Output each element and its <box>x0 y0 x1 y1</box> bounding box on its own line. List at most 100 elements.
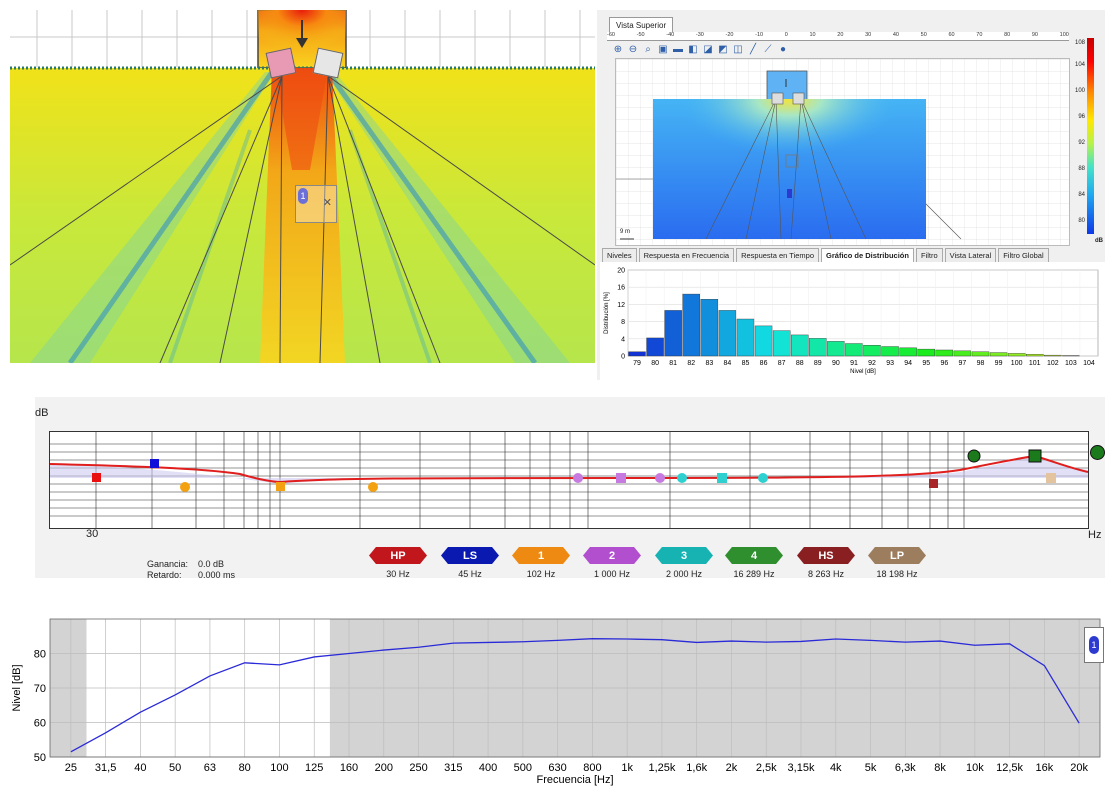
eq-hz-label: Hz <box>1088 529 1101 541</box>
sound-field-map[interactable]: 1 ✕ <box>10 10 595 363</box>
histogram-bar <box>918 349 935 356</box>
analysis-tabs: Niveles Respuesta en Frecuencia Respuest… <box>602 248 1102 263</box>
color-tick: 96 <box>1078 114 1085 120</box>
wall-door-icon[interactable]: ◫ <box>732 43 744 55</box>
x-tick-label: 86 <box>760 360 768 367</box>
color-tick: 84 <box>1078 192 1085 198</box>
mic-badge[interactable]: 1 <box>1084 627 1104 663</box>
histogram-bar <box>990 353 1007 356</box>
frame-icon[interactable]: ▣ <box>657 43 669 55</box>
ruler-label: 30 <box>865 32 871 40</box>
tab-filtro-global[interactable]: Filtro Global <box>998 248 1048 262</box>
histogram-bar <box>827 341 844 356</box>
measure-icon[interactable]: ⟋ <box>762 43 774 55</box>
filter-2-button[interactable]: 2 <box>583 547 641 564</box>
tab-respuesta-tiempo[interactable]: Respuesta en Tiempo <box>736 248 819 262</box>
x-tick-label: 10k <box>966 762 984 774</box>
close-icon[interactable]: ✕ <box>323 196 332 209</box>
y-tick-label: 60 <box>34 718 46 730</box>
ruler-label: 60 <box>948 32 954 40</box>
histogram-bar <box>845 344 862 356</box>
tab-grafico-distribucion[interactable]: Gráfico de Distribución <box>821 248 914 262</box>
color-tick: 80 <box>1078 218 1085 224</box>
filter-ls-freq: 45 Hz <box>435 569 505 579</box>
x-tick-label: 99 <box>995 360 1003 367</box>
filter-lp-button[interactable]: LP <box>868 547 926 564</box>
top-view-simulation[interactable]: 9 m <box>615 58 1070 246</box>
top-view-canvas <box>616 59 1069 245</box>
y-tick-label: 12 <box>617 302 625 309</box>
color-tick: 108 <box>1075 40 1085 46</box>
x-tick-label: 250 <box>409 762 427 774</box>
filter-4-handle-out[interactable] <box>1090 445 1105 460</box>
ruler-top: -60 -50 -40 -30 -20 -10 0 10 20 30 40 50… <box>607 32 1069 41</box>
x-tick-label: 1,6k <box>686 762 707 774</box>
speaker-left[interactable] <box>266 48 297 79</box>
wall-angle-icon[interactable]: ◪ <box>702 43 714 55</box>
ruler-label: -30 <box>696 32 704 40</box>
x-tick-label: 5k <box>865 762 877 774</box>
line-icon[interactable]: ╱ <box>747 43 759 55</box>
histogram-bar <box>1044 355 1061 356</box>
filter-3-button[interactable]: 3 <box>655 547 713 564</box>
x-tick-label: 125 <box>305 762 323 774</box>
filter-hs-button[interactable]: HS <box>797 547 855 564</box>
ruler-label: 70 <box>976 32 982 40</box>
eq-start-freq-label: 30 <box>86 528 98 540</box>
x-tick-label: 93 <box>886 360 894 367</box>
zoom-out-icon[interactable]: ⊖ <box>627 43 639 55</box>
filter-4-freq: 16 289 Hz <box>719 569 789 579</box>
histogram-bar <box>864 345 881 356</box>
histogram-bar <box>665 310 682 356</box>
x-tick-label: 25 <box>65 762 77 774</box>
histogram-bar <box>737 319 754 356</box>
ruler-label: 10 <box>809 32 815 40</box>
x-axis-label: Frecuencia [Hz] <box>536 774 613 786</box>
y-tick-label: 16 <box>617 285 625 292</box>
x-tick-label: 104 <box>1083 360 1095 367</box>
wall-rect-icon[interactable]: ▬ <box>672 43 684 55</box>
ruler-label: 0 <box>785 32 788 40</box>
wall-shape-icon[interactable]: ◧ <box>687 43 699 55</box>
histogram-bar <box>882 347 899 356</box>
tab-respuesta-frecuencia[interactable]: Respuesta en Frecuencia <box>639 248 734 262</box>
x-tick-label: 79 <box>633 360 641 367</box>
x-tick-label: 89 <box>814 360 822 367</box>
color-scale-bar <box>1087 38 1094 234</box>
tab-vista-superior[interactable]: Vista Superior <box>609 17 673 33</box>
zoom-in-icon[interactable]: ⊕ <box>612 43 624 55</box>
tab-niveles[interactable]: Niveles <box>602 248 637 262</box>
x-tick-label: 500 <box>514 762 532 774</box>
x-tick-label: 315 <box>444 762 462 774</box>
speaker-right[interactable] <box>313 48 344 79</box>
filter-ls-button[interactable]: LS <box>441 547 499 564</box>
tab-vista-lateral[interactable]: Vista Lateral <box>945 248 997 262</box>
filter-hp-button[interactable]: HP <box>369 547 427 564</box>
mic-icon[interactable]: ● <box>777 43 789 55</box>
zoom-fit-icon[interactable]: ⌕ <box>642 43 654 55</box>
filter-4-button[interactable]: 4 <box>725 547 783 564</box>
filter-2-freq: 1 000 Hz <box>577 569 647 579</box>
x-tick-label: 200 <box>375 762 393 774</box>
eq-panel: dB <box>35 397 1105 578</box>
histogram-bar <box>972 352 989 356</box>
color-scale-ticks: 108 104 100 96 92 88 84 80 <box>1071 38 1085 234</box>
view-toolbar: ⊕ ⊖ ⌕ ▣ ▬ ◧ ◪ ◩ ◫ ╱ ⟋ ● <box>612 41 789 57</box>
x-tick-label: 1,25k <box>648 762 675 774</box>
listener-marker[interactable]: 1 ✕ <box>295 185 337 223</box>
histogram-bar <box>954 351 971 356</box>
ruler-label: -10 <box>755 32 763 40</box>
x-tick-label: 2,5k <box>756 762 777 774</box>
filter-1-button[interactable]: 1 <box>512 547 570 564</box>
eq-db-label: dB <box>35 407 48 419</box>
x-tick-label: 160 <box>340 762 358 774</box>
x-tick-label: 31,5 <box>95 762 116 774</box>
histogram-bar <box>936 350 953 356</box>
eq-graph[interactable]: 30 <box>49 431 1089 529</box>
tab-filtro[interactable]: Filtro <box>916 248 943 262</box>
x-tick-label: 95 <box>922 360 930 367</box>
top-view-panel: Vista Superior -60 -50 -40 -30 -20 -10 0… <box>597 10 1105 380</box>
wall-curve-icon[interactable]: ◩ <box>717 43 729 55</box>
